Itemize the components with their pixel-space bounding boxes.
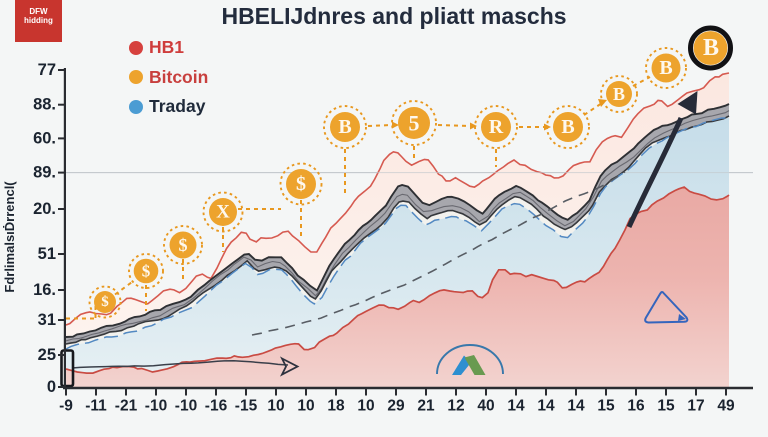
svg-text:14: 14 <box>567 398 585 415</box>
svg-text:29: 29 <box>387 398 405 415</box>
svg-text:18: 18 <box>327 398 345 415</box>
svg-text:12: 12 <box>447 398 464 415</box>
svg-text:21: 21 <box>417 398 435 415</box>
svg-text:$: $ <box>296 173 306 195</box>
svg-text:51: 51 <box>38 245 56 263</box>
svg-text:5: 5 <box>409 111 420 136</box>
svg-text:16.: 16. <box>33 281 56 299</box>
svg-text:0: 0 <box>47 378 56 396</box>
svg-text:B: B <box>561 116 574 138</box>
svg-text:$: $ <box>142 262 151 281</box>
svg-text:17: 17 <box>687 398 704 415</box>
svg-text:25: 25 <box>38 346 56 364</box>
svg-text:B: B <box>613 84 625 104</box>
svg-text:20.: 20. <box>33 200 56 218</box>
svg-text:16: 16 <box>627 398 645 415</box>
svg-text:15: 15 <box>657 398 675 415</box>
svg-text:-10: -10 <box>145 398 167 415</box>
svg-text:B: B <box>703 35 719 61</box>
svg-text:77: 77 <box>38 61 56 79</box>
svg-text:-11: -11 <box>85 398 107 415</box>
svg-text:-15: -15 <box>235 398 258 415</box>
svg-text:60.: 60. <box>33 129 56 147</box>
svg-text:10: 10 <box>297 398 314 415</box>
svg-text:49: 49 <box>717 398 735 415</box>
svg-text:FdrlimalsıḊrrencl(: FdrlimalsıḊrrencl( <box>2 181 17 293</box>
svg-text:-21: -21 <box>115 398 138 415</box>
svg-text:-10: -10 <box>175 398 197 415</box>
svg-text:-9: -9 <box>59 398 73 415</box>
svg-text:15: 15 <box>597 398 615 415</box>
svg-text:-16: -16 <box>205 398 228 415</box>
svg-text:X: X <box>216 202 230 223</box>
svg-text:40: 40 <box>477 398 494 415</box>
svg-text:$: $ <box>101 294 109 310</box>
svg-text:14: 14 <box>507 398 525 415</box>
svg-text:B: B <box>659 57 672 79</box>
svg-text:88.: 88. <box>33 96 56 114</box>
svg-text:10: 10 <box>357 398 374 415</box>
svg-text:31: 31 <box>38 311 56 329</box>
svg-text:10: 10 <box>267 398 284 415</box>
svg-text:B: B <box>338 116 351 138</box>
svg-text:R: R <box>489 116 504 138</box>
svg-text:89.: 89. <box>33 164 56 182</box>
svg-text:14: 14 <box>537 398 555 415</box>
svg-text:$: $ <box>179 235 188 255</box>
